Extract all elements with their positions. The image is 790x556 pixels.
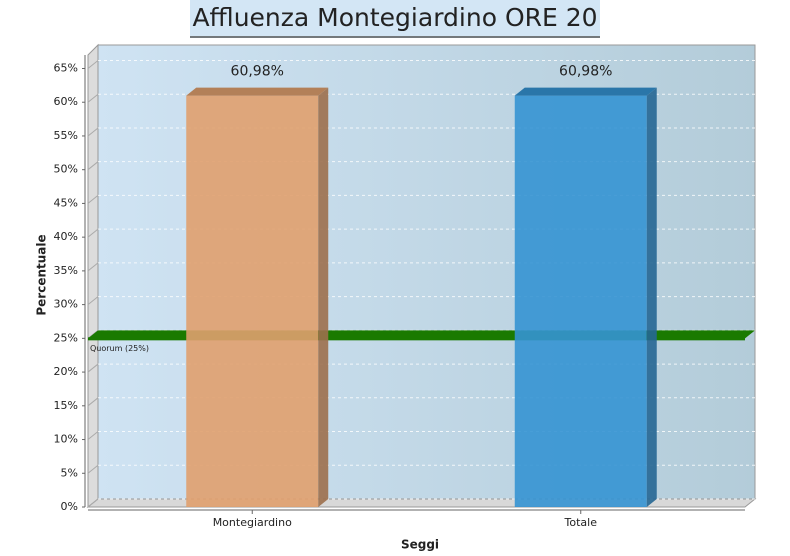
y-tick-label: 35%	[54, 264, 78, 277]
y-tick-label: 10%	[54, 433, 78, 446]
grid-line-side	[87, 60, 99, 69]
quorum-label: Quorum (25%)	[90, 344, 149, 353]
y-tick-label: 20%	[54, 365, 78, 378]
bar-top	[514, 87, 657, 96]
bar-top	[186, 87, 329, 96]
y-tick-label: 55%	[54, 129, 78, 142]
grid-line-side	[87, 498, 99, 508]
grid-line-side	[87, 228, 99, 238]
grid-line-side	[87, 431, 99, 440]
value-label: 60,98%	[559, 64, 612, 80]
y-tick-label: 65%	[54, 61, 78, 74]
y-tick-label: 5%	[61, 466, 78, 479]
grid-line-side	[87, 127, 99, 137]
quorum-front	[88, 337, 745, 341]
grid-line-side	[87, 195, 99, 204]
bar	[186, 95, 319, 507]
bar	[514, 95, 647, 507]
grid-line-side	[87, 93, 99, 103]
y-tick-label: 0%	[61, 500, 78, 513]
grid-line-side	[87, 464, 99, 474]
x-axis-label: Seggi	[401, 538, 439, 552]
grid-line-side	[87, 296, 99, 306]
y-tick-label: 50%	[54, 163, 78, 176]
x-tick-label: Totale	[564, 516, 598, 529]
title-box	[190, 0, 600, 38]
y-tick-label: 30%	[54, 298, 78, 311]
bar-side	[646, 87, 657, 507]
y-tick-label: 45%	[54, 196, 78, 209]
y-tick-label: 60%	[54, 95, 78, 108]
grid-line-side	[87, 262, 99, 272]
value-label: 60,98%	[231, 64, 284, 80]
grid-line-side	[87, 397, 99, 407]
y-tick-label: 40%	[54, 230, 78, 243]
y-tick-label: 15%	[54, 399, 78, 412]
x-tick-label: Montegiardino	[213, 516, 292, 529]
y-axis-label: Percentuale	[35, 234, 49, 315]
chart-title: Affluenza Montegiardino ORE 20	[192, 3, 597, 32]
grid-line-side	[87, 363, 99, 373]
grid-line-side	[87, 161, 99, 171]
y-tick-label: 25%	[54, 331, 78, 344]
bar-side	[318, 87, 329, 507]
